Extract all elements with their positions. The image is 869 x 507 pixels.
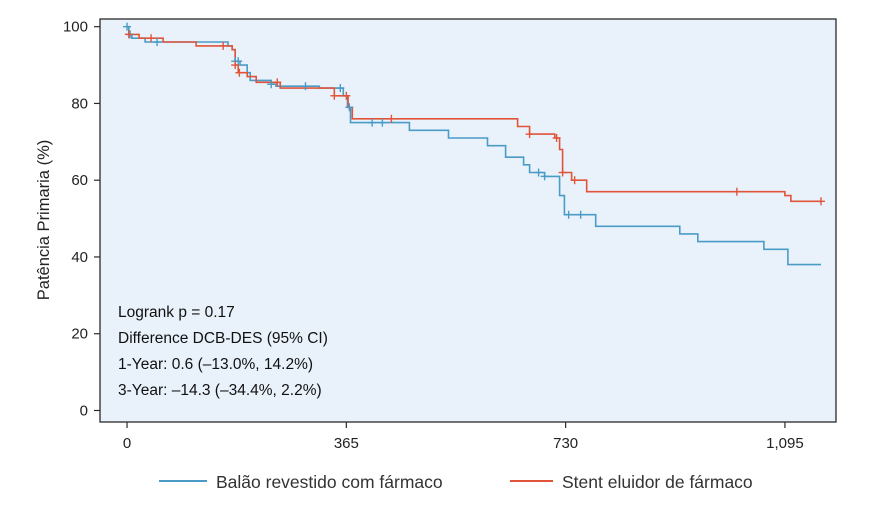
des-censor-mark	[273, 78, 282, 87]
dcb-censor-mark	[534, 168, 543, 177]
des-censor-mark	[816, 197, 825, 206]
three-year-text: 3-Year: –14.3 (–34.4%, 2.2%)	[118, 382, 322, 399]
logrank-text: Logrank p = 0.17	[118, 304, 235, 321]
dcb-censor-mark	[576, 210, 585, 219]
y-tick-label: 60	[71, 172, 88, 189]
y-tick-label: 0	[80, 402, 88, 419]
des-censor-mark	[525, 130, 534, 139]
dcb-censor-mark	[368, 118, 377, 127]
dcb-censor-mark	[267, 80, 276, 89]
dcb-censor-mark	[540, 172, 549, 181]
des-censor-mark	[387, 114, 396, 123]
des-censor-mark	[235, 68, 244, 77]
y-tick-label: 20	[71, 326, 88, 343]
des-censor-mark	[342, 91, 351, 100]
one-year-text: 1-Year: 0.6 (–13.0%, 14.2%)	[118, 356, 313, 373]
des-censor-mark	[570, 176, 579, 185]
censor-marks	[123, 22, 825, 219]
dcb-censor-mark	[345, 103, 354, 112]
difference-header-text: Difference DCB-DES (95% CI)	[118, 330, 328, 347]
dcb-censor-mark	[301, 82, 310, 91]
x-tick-label: 365	[334, 435, 359, 452]
des-censor-mark	[124, 30, 133, 39]
dcb-censor-mark	[564, 210, 573, 219]
des-censor-mark	[219, 41, 228, 50]
dcb-censor-mark	[153, 38, 162, 47]
x-tick-label: 730	[553, 435, 578, 452]
des-survival-curve	[127, 33, 821, 203]
x-tick-label: 0	[123, 435, 131, 452]
survival-curves	[127, 25, 821, 266]
y-axis-label: Patência Primaria (%)	[35, 140, 53, 300]
x-axis: 0 365 730 1,095	[123, 422, 804, 452]
des-censor-mark	[330, 91, 339, 100]
des-censor-mark	[552, 133, 561, 142]
y-tick-label: 100	[63, 19, 88, 36]
y-axis: 0 20 40 60 80 100	[63, 19, 100, 419]
stats-annotation: Logrank p = 0.17 Difference DCB-DES (95%…	[118, 304, 328, 399]
des-censor-mark	[558, 168, 567, 177]
legend-label-des: Stent eluidor de fármaco	[562, 472, 753, 492]
des-censor-mark	[231, 61, 240, 70]
legend-label-dcb: Balão revestido com fármaco	[216, 472, 443, 492]
des-censor-mark	[732, 187, 741, 196]
y-tick-label: 80	[71, 95, 88, 112]
legend: Balão revestido com fármaco Stent eluido…	[159, 472, 753, 492]
x-tick-label: 1,095	[766, 435, 804, 452]
des-censor-mark	[147, 34, 156, 43]
y-tick-label: 40	[71, 249, 88, 266]
plot-area	[99, 18, 837, 423]
dcb-censor-mark	[336, 84, 345, 93]
dcb-censor-mark	[123, 22, 132, 31]
dcb-censor-mark	[378, 118, 387, 127]
